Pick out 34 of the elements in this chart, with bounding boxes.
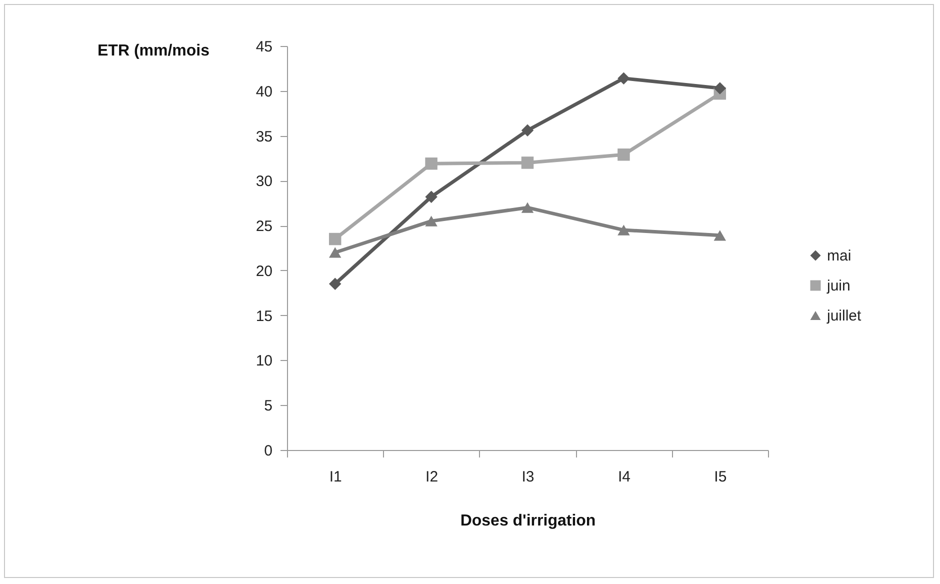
legend-label: juillet [826,308,862,324]
x-tick-label: I2 [426,468,438,486]
y-tick-label: 30 [256,173,272,190]
point [425,216,438,226]
point [618,72,630,84]
y-axis-title: ETR (mm/mois [98,42,210,60]
y-tick-label: 45 [256,38,272,56]
point [521,202,534,213]
x-tick-label: I3 [522,468,534,486]
point [328,232,342,246]
y-tick-label: 25 [256,218,272,236]
point [714,230,726,241]
y-tick-label: 20 [256,262,272,280]
y-tick-label: 40 [256,83,272,100]
y-tick-label: 15 [256,308,272,325]
point [521,124,534,137]
point [714,82,726,94]
point [618,148,630,161]
y-tick-label: 0 [264,442,272,460]
y-tick-label: 10 [256,352,272,370]
legend-label: juin [826,278,850,294]
x-axis-title: Doses d'irrigation [460,512,596,530]
point [618,224,630,236]
x-tick-label: I5 [714,468,727,486]
point [328,278,342,290]
x-tick-label: I1 [329,468,342,486]
point [521,156,534,169]
legend-label: mai [827,248,852,264]
point [425,190,438,203]
y-tick-label: 5 [264,398,272,415]
x-tick-label: I4 [618,468,630,486]
point [425,157,438,170]
y-tick-label: 35 [256,128,272,146]
point [328,247,342,258]
